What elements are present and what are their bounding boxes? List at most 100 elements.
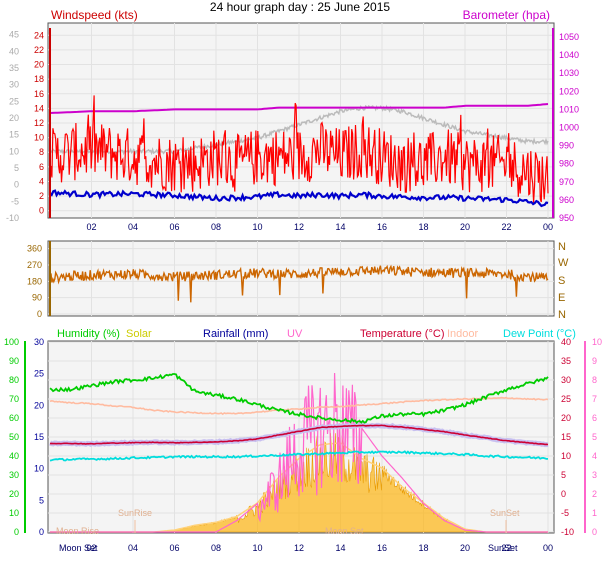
legend-rainfall: Rainfall (mm) [203, 328, 268, 340]
humidity-tick-label: 20 [9, 489, 19, 499]
direction-line [49, 264, 549, 303]
baro-tick-label: 960 [559, 195, 574, 205]
temperature-tick-label: 20 [561, 413, 571, 423]
baro-tick-label: 1050 [559, 32, 579, 42]
x-tick-label: 18 [418, 222, 428, 232]
legend-uv: UV [287, 328, 303, 340]
grey-tick-label: -5 [11, 196, 19, 206]
x-tick-label: 14 [335, 543, 345, 553]
wind-tick-label: 8 [39, 147, 44, 157]
x-tick-label: 16 [377, 543, 387, 553]
grey-tick-label: 20 [9, 113, 19, 123]
baro-tick-label: 1020 [559, 86, 579, 96]
direction-compass-label: E [558, 292, 565, 304]
humidity-tick-label: 80 [9, 375, 19, 385]
grey-tick-label: 40 [9, 46, 19, 56]
wind-tick-label: 4 [39, 176, 44, 186]
baro-tick-label: 950 [559, 213, 574, 223]
sunset-axis-label: SunSet [488, 543, 518, 553]
x-tick-label: 08 [211, 543, 221, 553]
grey-tick-label: 15 [9, 130, 19, 140]
wind-tick-label: 14 [34, 103, 44, 113]
x-tick-label: 10 [252, 543, 262, 553]
humidity-tick-label: 30 [9, 470, 19, 480]
x-tick-label: 06 [169, 222, 179, 232]
uv-tick-label: 1 [592, 508, 597, 518]
temperature-tick-label: -10 [561, 527, 574, 537]
grey-tick-label: 10 [9, 146, 19, 156]
grey-tick-label: 5 [14, 163, 19, 173]
x-tick-label: 00 [543, 222, 553, 232]
wind-tick-label: 10 [34, 133, 44, 143]
wind-plot-area [47, 22, 555, 219]
direction-compass-label: N [558, 309, 566, 321]
climate-panel: Humidity (%) Solar Rainfall (mm) UV Temp… [4, 328, 602, 553]
temperature-tick-label: 25 [561, 394, 571, 404]
direction-series [49, 264, 549, 303]
climate-x-ticks: 02 04 06 08 10 12 14 16 18 20 22 00 [86, 543, 553, 553]
temperature-tick-label: 10 [561, 451, 571, 461]
grey-tick-label: -10 [6, 213, 19, 223]
grey-tick-label: 0 [14, 180, 19, 190]
wind-baro-panel: Windspeed (kts) Barometer (hpa) 24222018… [6, 8, 579, 232]
x-tick-label: 18 [418, 543, 428, 553]
temperature-tick-label: 15 [561, 432, 571, 442]
uv-tick-label: 5 [592, 432, 597, 442]
temperature-tick-label: 30 [561, 375, 571, 385]
direction-degree-ticks: 360 270 180 90 0 [27, 244, 42, 319]
x-tick-label: 12 [294, 222, 304, 232]
rainfall-tick-label: 15 [34, 432, 44, 442]
moonset-label: Moon Set [325, 526, 364, 536]
uv-tick-label: 7 [592, 394, 597, 404]
x-tick-label: 04 [128, 222, 138, 232]
direction-degree-label: 270 [27, 260, 42, 270]
rainfall-tick-label: 30 [34, 337, 44, 347]
moonrise-label: Moon Rise [56, 526, 99, 536]
moonset-axis-label: Moon Set [59, 543, 98, 553]
baro-tick-label: 1000 [559, 123, 579, 133]
direction-compass-label: S [558, 275, 565, 287]
wind-tick-label: 0 [39, 206, 44, 216]
uv-tick-label: 0 [592, 527, 597, 537]
x-tick-label: 22 [501, 543, 511, 553]
x-tick-label: 22 [501, 222, 511, 232]
rainfall-tick-label: 25 [34, 369, 44, 379]
x-tick-label: 04 [128, 543, 138, 553]
graph-title: 24 hour graph day : 25 June 2015 [210, 0, 390, 14]
direction-degree-label: 180 [27, 276, 42, 286]
humidity-line [49, 373, 549, 425]
uv-tick-label: 8 [592, 375, 597, 385]
baro-tick-label: 970 [559, 177, 574, 187]
x-tick-label: 02 [86, 222, 96, 232]
baro-tick-label: 990 [559, 141, 574, 151]
legend-humidity: Humidity (%) [57, 328, 120, 340]
uv-tick-label: 2 [592, 489, 597, 499]
barometer-label: Barometer (hpa) [463, 8, 550, 22]
wind-tick-label: 18 [34, 74, 44, 84]
rainfall-tick-label: 5 [39, 495, 44, 505]
x-tick-label: 10 [252, 222, 262, 232]
sunrise-label: SunRise [118, 508, 152, 518]
legend-dewpoint: Dew Point (°C) [503, 328, 576, 340]
wind-tick-label: 20 [34, 60, 44, 70]
wind-x-ticks: 02 04 06 08 10 12 14 16 18 20 22 00 [86, 222, 553, 232]
wind-series [49, 95, 549, 208]
rainfall-tick-label: 20 [34, 400, 44, 410]
wind-tick-label: 22 [34, 45, 44, 55]
direction-degree-label: 0 [37, 309, 42, 319]
wind-tick-label: 2 [39, 191, 44, 201]
legend-solar: Solar [126, 328, 152, 340]
uv-tick-label: 3 [592, 470, 597, 480]
temperature-tick-label: 0 [561, 489, 566, 499]
x-tick-label: 14 [335, 222, 345, 232]
rainfall-tick-label: 10 [34, 464, 44, 474]
wind-tick-label: 6 [39, 162, 44, 172]
humidity-tick-label: 50 [9, 432, 19, 442]
x-tick-label: 12 [294, 543, 304, 553]
barometer-line [49, 103, 549, 114]
direction-degree-label: 360 [27, 244, 42, 254]
